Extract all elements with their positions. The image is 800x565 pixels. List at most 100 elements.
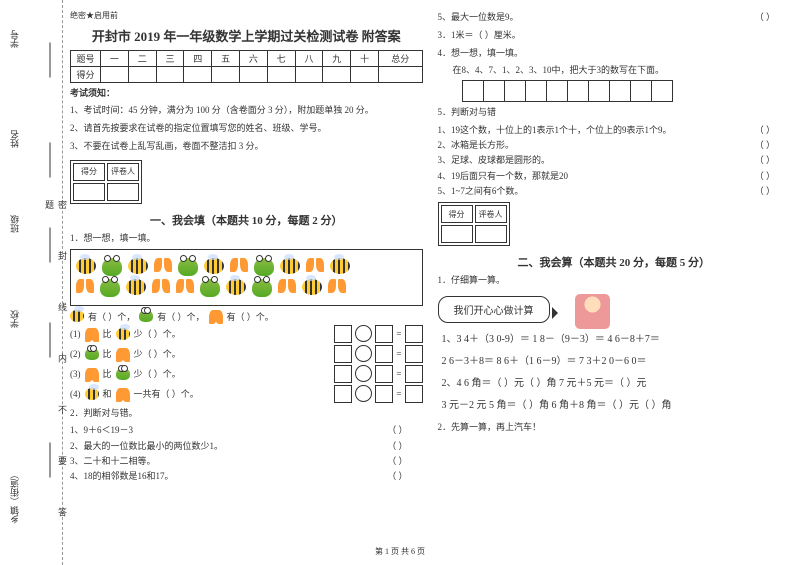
score-table: 题号一二三四五六七八九十总分 得分 bbox=[70, 50, 423, 83]
answer-box[interactable] bbox=[630, 80, 652, 102]
answer-box[interactable] bbox=[405, 345, 423, 363]
tf-blank[interactable]: （ ） bbox=[387, 439, 407, 454]
q2-1: 1．仔细算一算。 bbox=[438, 273, 791, 287]
answer-box[interactable] bbox=[405, 325, 423, 343]
butterfly-icon bbox=[76, 279, 94, 295]
calc-line-1: 1、3 4＋（3 0-9）＝ 1 8－（9－3）＝ 4 6－8＋7＝ bbox=[438, 329, 791, 351]
butterfly-icon bbox=[176, 279, 194, 295]
calc-line-4: 3 元－2 元 5 角＝（ ）角 6 角＋8 角＝（ ）元（ ）角 bbox=[438, 395, 791, 417]
operator-circle[interactable] bbox=[355, 325, 372, 342]
section-1-title: 一、我会填（本题共 10 分，每题 2 分） bbox=[70, 212, 423, 228]
answer-box[interactable] bbox=[546, 80, 568, 102]
answer-box[interactable] bbox=[375, 345, 393, 363]
animal-image-box bbox=[70, 249, 423, 306]
answer-box[interactable] bbox=[651, 80, 673, 102]
number-boxes bbox=[463, 80, 791, 102]
frog-icon bbox=[85, 348, 99, 360]
tf-blank[interactable]: （ ） bbox=[755, 153, 775, 168]
bee-icon bbox=[126, 279, 146, 295]
q3b2: 在8、4、7、1、2、3、10中，把大于3的数写在下面。 bbox=[438, 63, 791, 77]
tf-blank[interactable]: （ ） bbox=[755, 169, 775, 184]
operator-circle[interactable] bbox=[355, 365, 372, 382]
butterfly-icon bbox=[209, 310, 223, 322]
tf-item: 3、足球、皮球都是圆形的。（ ） bbox=[438, 153, 791, 168]
compare-row-4: (4)和一共有（ ）个。= bbox=[70, 385, 423, 403]
side-input-id[interactable] bbox=[31, 43, 51, 78]
left-column: 绝密★启用前 开封市 2019 年一年级数学上学期过关检测试卷 附答案 题号一二… bbox=[70, 10, 423, 485]
answer-box[interactable] bbox=[334, 325, 352, 343]
tf-item: 4、18的相邻数是16和17。（ ） bbox=[70, 469, 423, 484]
bee-icon bbox=[128, 258, 148, 274]
frog-icon bbox=[139, 310, 153, 322]
butterfly-icon bbox=[116, 348, 130, 360]
tf-blank[interactable]: （ ） bbox=[755, 184, 775, 199]
butterfly-icon bbox=[306, 258, 324, 274]
rule-2: 2、请首先按要求在试卷的指定位置填写您的姓名、班级、学号。 bbox=[70, 120, 423, 136]
answer-box[interactable] bbox=[462, 80, 484, 102]
section-scorebox: 得分评卷人 bbox=[438, 202, 510, 246]
side-label-town: 乡镇（街道） bbox=[8, 470, 21, 524]
side-label-school: 学校 bbox=[8, 310, 21, 328]
side-label-name: 姓名 bbox=[8, 130, 21, 148]
q1-1: 1．想一想，填一填。 bbox=[70, 231, 423, 245]
tf-item: 2、冰箱是长方形。（ ） bbox=[438, 138, 791, 153]
tf-blank[interactable]: （ ） bbox=[755, 123, 775, 138]
answer-box[interactable] bbox=[588, 80, 610, 102]
answer-box[interactable] bbox=[483, 80, 505, 102]
operator-circle[interactable] bbox=[355, 345, 372, 362]
answer-box[interactable] bbox=[375, 365, 393, 383]
right-column: 5、最大一位数是9。（ ） 3．1米＝（ ）厘米。 4．想一想，填一填。 在8、… bbox=[438, 10, 791, 485]
compare-row-3: (3)比少（ ）个。= bbox=[70, 365, 423, 383]
bee-icon bbox=[302, 279, 322, 295]
tf-item: 5、最大一位数是9。（ ） bbox=[438, 10, 791, 25]
frog-icon bbox=[178, 258, 198, 276]
answer-box[interactable] bbox=[334, 345, 352, 363]
bee-icon bbox=[76, 258, 96, 274]
bee-icon bbox=[70, 310, 84, 322]
answer-box[interactable] bbox=[405, 365, 423, 383]
answer-box[interactable] bbox=[567, 80, 589, 102]
operator-circle[interactable] bbox=[355, 385, 372, 402]
compare-row-1: (1)比少（ ）个。= bbox=[70, 325, 423, 343]
answer-box[interactable] bbox=[609, 80, 631, 102]
frog-icon bbox=[254, 258, 274, 276]
tf2-header: 5．判断对与错 bbox=[438, 105, 791, 119]
tf-blank[interactable]: （ ） bbox=[387, 469, 407, 484]
secret-label: 绝密★启用前 bbox=[70, 10, 423, 21]
frog-icon bbox=[116, 368, 130, 380]
side-label-class: 班级 bbox=[8, 215, 21, 233]
tf-blank[interactable]: （ ） bbox=[387, 423, 407, 438]
calc-line-2: 2 6－3＋8＝ 8 6＋（1 6－9）＝ 7 3＋2 0－6 0＝ bbox=[438, 351, 791, 373]
q3b: 4．想一想，填一填。 bbox=[438, 46, 791, 60]
compare-row-2: (2)比少（ ）个。= bbox=[70, 345, 423, 363]
bee-icon bbox=[280, 258, 300, 274]
bee-icon bbox=[330, 258, 350, 274]
frog-icon bbox=[100, 279, 120, 297]
answer-box[interactable] bbox=[525, 80, 547, 102]
answer-box[interactable] bbox=[405, 385, 423, 403]
tf-item: 1、19这个数，十位上的1表示1个十，个位上的9表示1个9。（ ） bbox=[438, 123, 791, 138]
answer-box[interactable] bbox=[504, 80, 526, 102]
child-icon bbox=[575, 294, 610, 329]
tf-item: 3、二十和十二相等。（ ） bbox=[70, 454, 423, 469]
th-num: 题号 bbox=[71, 51, 101, 67]
side-input-name[interactable] bbox=[31, 143, 51, 178]
speech-bubble: 我们开心心做计算 bbox=[438, 296, 550, 323]
answer-box[interactable] bbox=[334, 365, 352, 383]
butterfly-icon bbox=[85, 368, 99, 380]
bee-icon bbox=[204, 258, 224, 274]
butterfly-icon bbox=[328, 279, 346, 295]
tf-blank[interactable]: （ ） bbox=[755, 10, 775, 25]
answer-box[interactable] bbox=[334, 385, 352, 403]
butterfly-icon bbox=[116, 388, 130, 400]
tf-blank[interactable]: （ ） bbox=[755, 138, 775, 153]
frog-icon bbox=[200, 279, 220, 297]
bee-icon bbox=[226, 279, 246, 295]
count-row: 有（ ）个，有（ ）个，有（ ）个。 bbox=[70, 310, 423, 323]
exam-title: 开封市 2019 年一年级数学上学期过关检测试卷 附答案 bbox=[70, 26, 423, 45]
answer-box[interactable] bbox=[375, 385, 393, 403]
th-score: 得分 bbox=[71, 67, 101, 83]
tf-blank[interactable]: （ ） bbox=[387, 454, 407, 469]
side-label-id: 学号 bbox=[8, 30, 21, 48]
answer-box[interactable] bbox=[375, 325, 393, 343]
